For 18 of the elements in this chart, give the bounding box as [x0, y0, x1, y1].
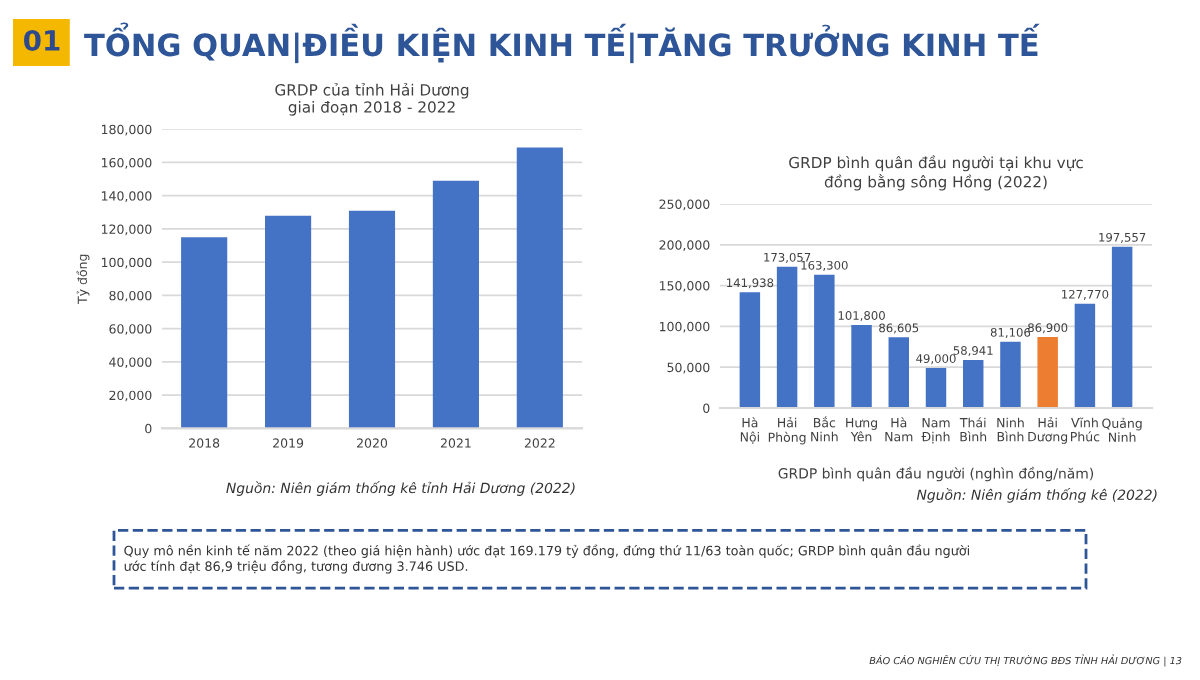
bar: [1074, 303, 1096, 408]
bar: [888, 337, 910, 408]
bar: [962, 359, 984, 408]
bar: [851, 324, 872, 408]
bar: [265, 215, 312, 429]
bar: [181, 237, 228, 429]
text: TỔNG QUAN|ĐIỀU KIỆN KINH TẾ|TĂNG TRƯỞNG KINH TẾ: [84, 22, 1040, 64]
text: 01: [24, 29, 60, 51]
bar: [1037, 337, 1058, 408]
bar: [739, 292, 761, 408]
bar: [516, 147, 563, 429]
bar: [1111, 246, 1133, 408]
bar: [348, 210, 396, 429]
bar: [1000, 341, 1021, 408]
bar: [432, 180, 479, 429]
bar: [925, 368, 947, 408]
bar: [814, 274, 835, 408]
bar: [776, 266, 798, 408]
